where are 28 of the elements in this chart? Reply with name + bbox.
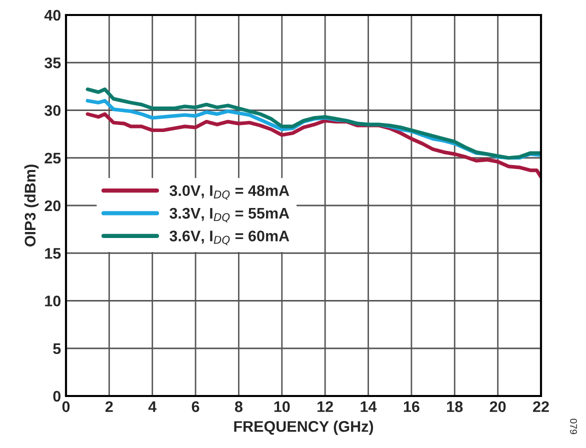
x-tick-label: 6	[192, 401, 200, 412]
legend-label: 3.6V, I$_{DQ}$ = 60mA	[170, 230, 290, 246]
legend-label: 3.3V, I$_{DQ}$ = 55mA	[170, 208, 290, 222]
y-tick-label: 40	[44, 10, 61, 21]
x-tick-label: 16	[404, 401, 420, 412]
x-tick-label: 14	[360, 401, 377, 412]
y-tick-label: 15	[45, 248, 61, 259]
y-tick-label: 10	[45, 296, 61, 306]
y-tick-label: 30	[44, 105, 61, 116]
y-axis-title: OIP3 (dBm)	[24, 164, 39, 246]
x-tick-label: 2	[105, 401, 113, 412]
y-tick-label: 5	[53, 343, 61, 354]
legend-label: 3.0V, I$_{DQ}$ = 48mA	[170, 185, 290, 200]
x-axis-title: FREQUENCY (GHz)	[234, 420, 374, 435]
x-tick-label: 0	[62, 401, 70, 412]
x-tick-label: 22	[533, 401, 549, 412]
x-tick-label: 12	[318, 401, 333, 412]
line-series	[86, 87, 541, 160]
x-tick-label: 8	[234, 401, 243, 412]
x-tick-label: 4	[148, 401, 157, 412]
y-tick-label: 25	[44, 152, 61, 164]
y-tick-label: 20	[44, 200, 61, 212]
x-tick-label: 10	[274, 401, 290, 412]
y-tick-label: 0	[53, 390, 61, 402]
text: 079	[570, 418, 577, 434]
y-tick-label: 35	[44, 57, 61, 68]
x-tick-label: 20	[490, 401, 506, 412]
x-tick-label: 18	[447, 401, 463, 412]
